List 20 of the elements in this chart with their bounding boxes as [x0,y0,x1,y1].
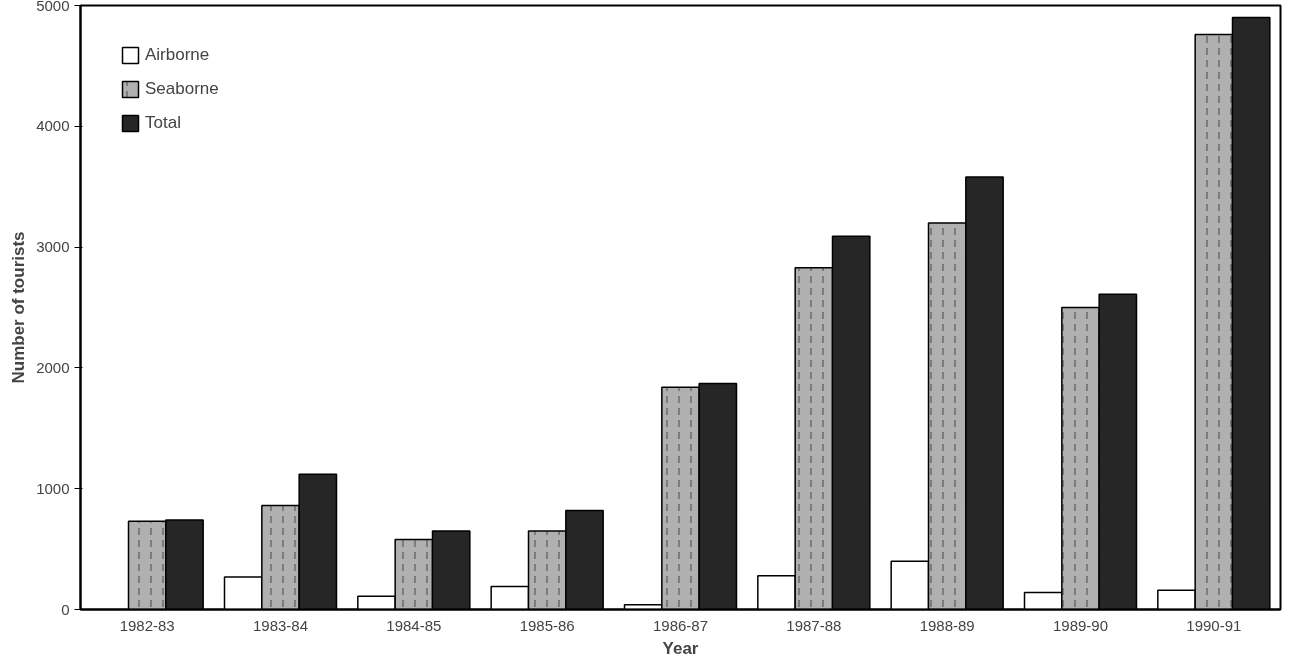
x-axis-title: Year [662,638,699,658]
y-tick-label: 4000 [36,117,70,135]
legend-label: Seaborne [145,79,219,99]
x-tick-label: 1986-87 [652,616,709,634]
x-tick-label: 1987-88 [786,616,842,634]
x-tick-label: 1983-84 [252,616,309,634]
y-tick-label: 5000 [36,0,70,14]
legend-label: Airborne [145,45,210,65]
y-tick-label: 1000 [36,479,70,497]
y-tick-label: 2000 [36,358,70,376]
legend-label: Total [145,113,181,133]
x-tick-label: 1988-89 [919,616,975,634]
y-axis-title: Number of tourists [9,231,29,384]
x-tick-label: 1985-86 [519,616,575,634]
y-tick-label: 3000 [36,238,70,256]
x-tick-label: 1984-85 [386,616,442,634]
x-tick-label: 1982-83 [119,616,175,634]
x-tick-label: 1989-90 [1052,616,1109,634]
y-tick-label: 0 [61,600,70,618]
x-tick-label: 1990-91 [1186,616,1242,634]
